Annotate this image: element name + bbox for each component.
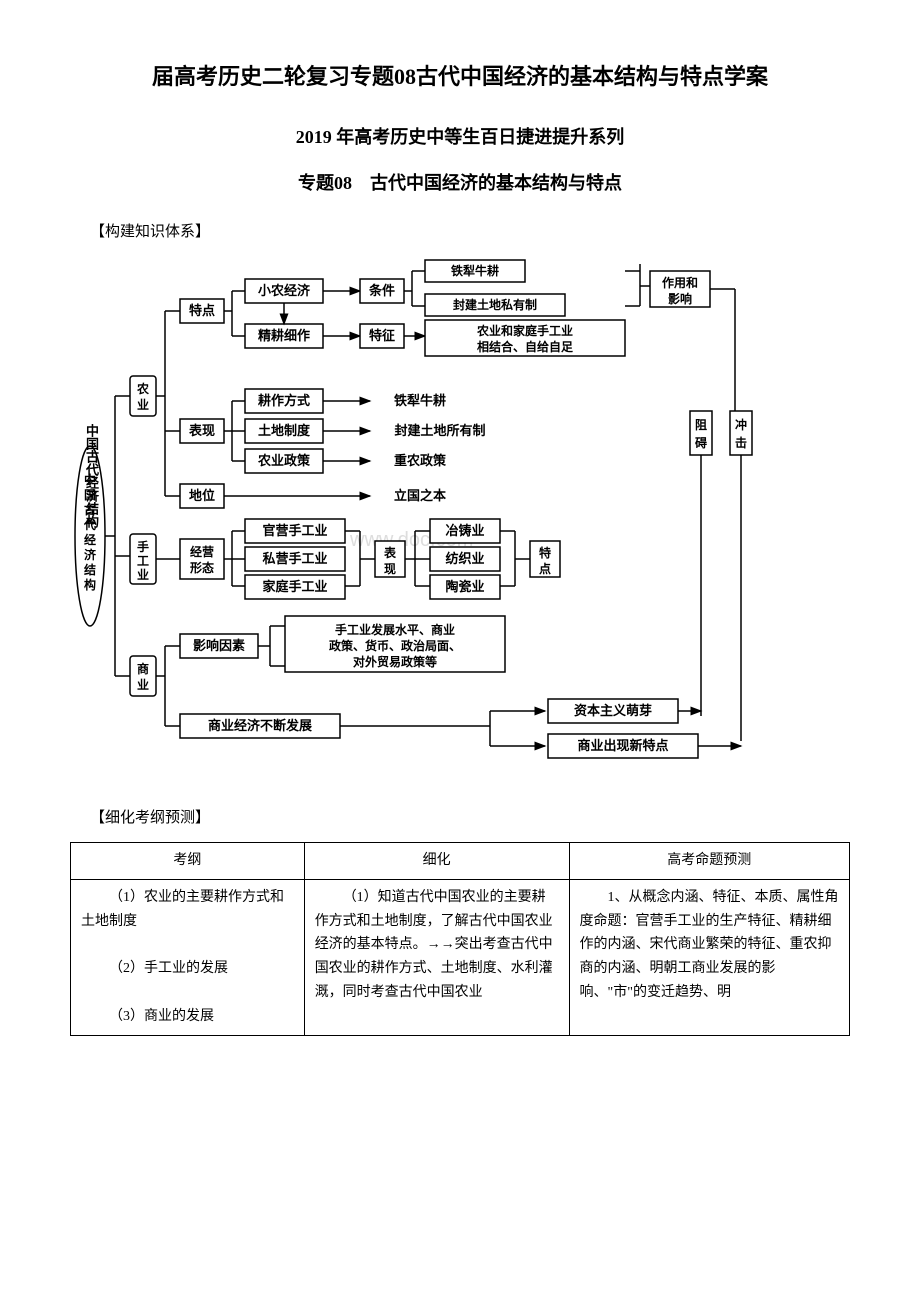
svg-text:工: 工 xyxy=(137,554,149,568)
svg-text:冶铸业: 冶铸业 xyxy=(445,523,484,538)
svg-text:阻: 阻 xyxy=(695,417,707,432)
svg-text:小农经济: 小农经济 xyxy=(258,283,311,298)
svg-text:国: 国 xyxy=(84,488,96,502)
svg-text:经: 经 xyxy=(84,532,96,547)
svg-text:条件: 条件 xyxy=(369,283,395,298)
svg-text:击: 击 xyxy=(735,435,747,450)
svg-text:陶瓷业: 陶瓷业 xyxy=(445,579,484,594)
svg-text:政策、货币、政治局面、: 政策、货币、政治局面、 xyxy=(329,638,461,653)
table-header: 高考命题预测 xyxy=(569,843,849,880)
svg-text:业: 业 xyxy=(137,677,149,692)
svg-text:私营手工业: 私营手工业 xyxy=(262,551,327,566)
svg-text:古: 古 xyxy=(84,502,96,517)
svg-text:精耕细作: 精耕细作 xyxy=(258,328,310,343)
svg-text:重农政策: 重农政策 xyxy=(394,453,447,468)
svg-text:封建土地所有制: 封建土地所有制 xyxy=(394,423,485,438)
section-syllabus-label: 【细化考纲预测】 xyxy=(90,806,850,827)
svg-text:商业出现新特点: 商业出现新特点 xyxy=(577,738,668,753)
svg-text:资本主义萌芽: 资本主义萌芽 xyxy=(574,703,652,718)
svg-text:铁犁牛耕: 铁犁牛耕 xyxy=(451,263,499,278)
svg-text:代: 代 xyxy=(83,517,96,532)
svg-text:手工业发展水平、商业: 手工业发展水平、商业 xyxy=(335,622,455,637)
svg-text:表现: 表现 xyxy=(188,423,215,438)
svg-text:农业政策: 农业政策 xyxy=(257,453,311,468)
svg-text:纺织业: 纺织业 xyxy=(445,551,484,566)
svg-text:商: 商 xyxy=(137,661,149,676)
svg-text:家庭手工业: 家庭手工业 xyxy=(262,579,327,594)
svg-text:手: 手 xyxy=(137,539,149,554)
syllabus-table: 考纲 细化 高考命题预测 （1）农业的主要耕作方式和土地制度 （2）手工业的发展… xyxy=(70,842,850,1036)
svg-text:影响因素: 影响因素 xyxy=(193,638,245,653)
svg-text:点: 点 xyxy=(539,561,551,576)
svg-text:经营: 经营 xyxy=(190,544,214,559)
svg-text:相结合、自给自足: 相结合、自给自足 xyxy=(477,339,573,354)
svg-text:土地制度: 土地制度 xyxy=(258,423,311,438)
svg-text:业: 业 xyxy=(137,397,149,412)
table-header: 考纲 xyxy=(71,843,305,880)
table-cell: 1、从概念内涵、特征、本质、属性角度命题：官营手工业的生产特征、精耕细作的内涵、… xyxy=(569,879,849,1035)
svg-text:特点: 特点 xyxy=(189,303,215,318)
svg-text:表: 表 xyxy=(383,545,397,560)
svg-text:济: 济 xyxy=(84,547,97,562)
svg-text:官营手工业: 官营手工业 xyxy=(262,523,327,538)
svg-text:立国之本: 立国之本 xyxy=(394,488,446,503)
knowledge-diagram: www.doc.com 中国古代经济结构 中 国 古 代 经 济 结 构 农 业… xyxy=(70,256,850,776)
svg-text:特: 特 xyxy=(539,545,551,560)
svg-text:冲: 冲 xyxy=(735,417,747,432)
svg-text:现: 现 xyxy=(384,562,396,576)
svg-text:影响: 影响 xyxy=(668,291,692,306)
svg-text:封建土地私有制: 封建土地私有制 xyxy=(453,297,537,312)
table-cell: （1）农业的主要耕作方式和土地制度 （2）手工业的发展 （3）商业的发展 xyxy=(71,879,305,1035)
svg-text:铁犁牛耕: 铁犁牛耕 xyxy=(393,393,446,408)
svg-text:中: 中 xyxy=(84,472,96,487)
page-title: 届高考历史二轮复习专题08古代中国经济的基本结构与特点学案 xyxy=(70,60,850,93)
svg-text:商业经济不断发展: 商业经济不断发展 xyxy=(208,718,313,733)
svg-text:农: 农 xyxy=(136,381,149,396)
svg-text:构: 构 xyxy=(84,577,96,592)
svg-text:业: 业 xyxy=(137,567,149,582)
table-header: 细化 xyxy=(304,843,569,880)
svg-text:结: 结 xyxy=(84,562,96,577)
section-build-label: 【构建知识体系】 xyxy=(90,220,850,241)
svg-text:地位: 地位 xyxy=(189,488,215,503)
svg-text:形态: 形态 xyxy=(190,560,214,575)
svg-text:农业和家庭手工业: 农业和家庭手工业 xyxy=(476,323,573,338)
subtitle-topic: 专题08 古代中国经济的基本结构与特点 xyxy=(70,169,850,195)
svg-text:耕作方式: 耕作方式 xyxy=(258,393,310,408)
svg-text:特征: 特征 xyxy=(369,328,395,343)
subtitle-series: 2019 年高考历史中等生百日捷进提升系列 xyxy=(70,123,850,149)
table-cell: （1）知道古代中国农业的主要耕作方式和土地制度，了解古代中国农业经济的基本特点。… xyxy=(304,879,569,1035)
svg-text:碍: 碍 xyxy=(695,436,707,450)
svg-text:对外贸易政策等: 对外贸易政策等 xyxy=(353,654,437,669)
svg-text:作用和: 作用和 xyxy=(662,275,698,290)
